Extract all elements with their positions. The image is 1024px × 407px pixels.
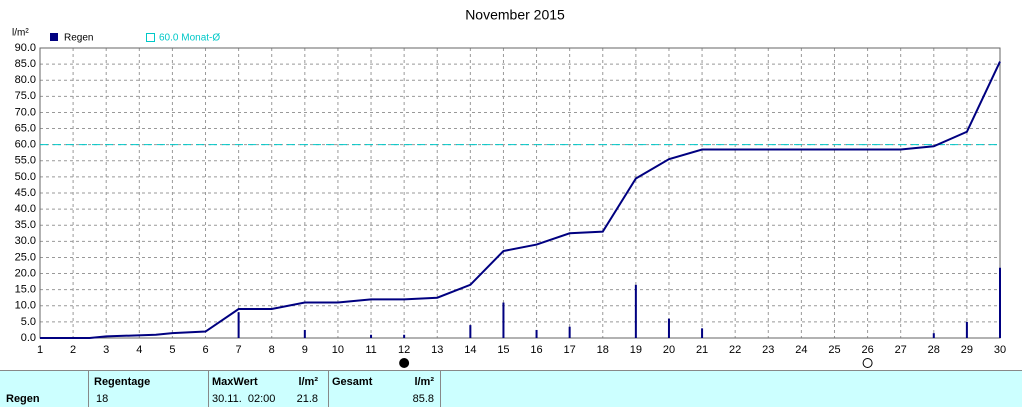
x-tick-label: 27 <box>895 344 907 356</box>
cell: 18 <box>96 393 109 405</box>
x-tick-label: 13 <box>431 344 443 356</box>
header: MaxWert <box>212 376 258 388</box>
x-tick-label: 18 <box>597 344 609 356</box>
y-tick-label: 75.0 <box>15 90 36 102</box>
y-tick-label: 0.0 <box>21 332 36 344</box>
header: l/m² <box>414 376 434 388</box>
y-tick-label: 20.0 <box>15 267 36 279</box>
y-tick-label: 65.0 <box>15 122 36 134</box>
bar <box>965 321 968 338</box>
cell: 85.8 <box>412 393 434 405</box>
bar <box>303 329 306 338</box>
bar <box>568 326 571 338</box>
separator <box>88 371 89 407</box>
y-tick-label: 45.0 <box>15 187 36 199</box>
x-tick-label: 21 <box>696 344 708 356</box>
bar <box>701 328 704 338</box>
legend-swatch <box>146 33 155 42</box>
x-tick-label: 22 <box>729 344 741 356</box>
x-tick-label: 20 <box>663 344 675 356</box>
row-label: Regen <box>6 393 40 405</box>
y-tick-label: 50.0 <box>15 171 36 183</box>
bar <box>667 318 670 338</box>
x-tick-label: 15 <box>497 344 509 356</box>
y-tick-label: 5.0 <box>21 316 36 328</box>
header: Regentage <box>94 376 151 388</box>
x-tick-label: 10 <box>332 344 344 356</box>
bar <box>634 284 637 338</box>
bar <box>502 302 505 338</box>
moon-phase <box>862 358 873 368</box>
bar <box>237 312 240 338</box>
x-tick-label: 11 <box>365 344 376 356</box>
y-tick-label: 25.0 <box>15 251 36 263</box>
y-tick-label: 10.0 <box>15 300 36 312</box>
x-tick-label: 8 <box>269 344 275 356</box>
cell: 21.8 <box>296 393 318 405</box>
y-tick-label: 90.0 <box>15 42 36 54</box>
x-tick-label: 24 <box>795 344 807 356</box>
x-tick-label: 19 <box>630 344 642 356</box>
plot-frame <box>39 47 1001 339</box>
x-tick-label: 26 <box>861 344 873 356</box>
x-tick-label: 5 <box>169 344 175 356</box>
y-tick-label: 30.0 <box>15 235 36 247</box>
x-tick-label: 14 <box>464 344 476 356</box>
y-tick-label: 40.0 <box>15 203 36 215</box>
separator <box>440 371 441 407</box>
y-tick-label: 70.0 <box>15 106 36 118</box>
x-tick-label: 12 <box>398 344 410 356</box>
cumulative-line <box>40 61 1001 339</box>
x-tick-label: 3 <box>103 344 109 356</box>
chart-title: November 2015 <box>465 7 565 23</box>
x-tick-label: 7 <box>236 344 242 356</box>
header: Gesamt <box>332 376 373 388</box>
x-tick-label: 6 <box>202 344 208 356</box>
bar <box>999 267 1001 338</box>
y-tick-label: 35.0 <box>15 219 36 231</box>
legend-label: Regen <box>64 33 93 44</box>
x-tick-label: 17 <box>564 344 576 356</box>
x-tick-label: 2 <box>70 344 76 356</box>
summary-table: Regentage MaxWert l/m² Gesamt l/m² Regen… <box>0 370 1022 407</box>
bar <box>932 333 935 338</box>
x-tick-label: 4 <box>136 344 142 356</box>
y-tick-label: 55.0 <box>15 155 36 167</box>
x-tick-label: 25 <box>828 344 840 356</box>
bar <box>469 325 472 338</box>
moon-phase <box>399 358 410 368</box>
y-tick-label: 15.0 <box>15 284 36 296</box>
bar <box>535 329 538 338</box>
separator <box>328 371 329 407</box>
separator <box>208 371 209 407</box>
bar <box>403 334 406 338</box>
legend-swatch <box>50 33 58 41</box>
legend-label: 60.0 Monat-Ø <box>159 33 220 44</box>
bar <box>370 334 373 338</box>
x-tick-label: 1 <box>37 344 43 356</box>
x-tick-label: 28 <box>928 344 940 356</box>
y-tick-label: 80.0 <box>15 74 36 86</box>
x-tick-label: 30 <box>994 344 1006 356</box>
cell: 30.11. 02:00 <box>212 393 276 405</box>
y-axis-label: l/m² <box>12 28 29 39</box>
x-tick-label: 9 <box>302 344 308 356</box>
x-tick-label: 29 <box>961 344 973 356</box>
y-tick-label: 85.0 <box>15 58 36 70</box>
chart: November 2015 l/m² Regen 60.0 Monat-Ø 0.… <box>12 7 1006 368</box>
x-tick-label: 16 <box>530 344 542 356</box>
y-tick-label: 60.0 <box>15 139 36 151</box>
header: l/m² <box>298 376 318 388</box>
x-tick-label: 23 <box>762 344 774 356</box>
